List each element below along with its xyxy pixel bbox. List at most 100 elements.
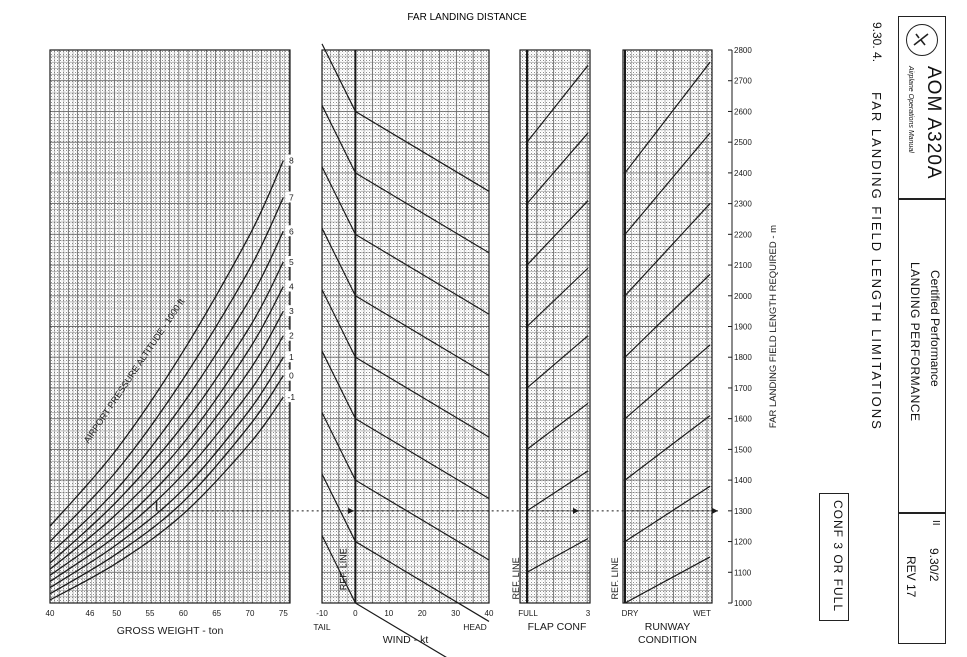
- altitude-curve-label: 7: [289, 192, 294, 202]
- panel-frame: [321, 49, 490, 604]
- wind-tail-label: TAIL: [313, 622, 331, 632]
- runway-guide-line: [624, 203, 711, 297]
- header-divider-2: [898, 512, 946, 514]
- panel-frame: [622, 49, 713, 604]
- wind-guide-line: [355, 233, 490, 315]
- x-tick-label: 10: [384, 609, 393, 618]
- y-tick-label: 2300: [734, 200, 752, 209]
- altitude-label-bg: [285, 369, 298, 381]
- wind-guide-line: [321, 289, 356, 358]
- altitude-curve: [49, 310, 284, 576]
- altitude-label-bg: [285, 329, 298, 341]
- wind-guide-line: [355, 172, 490, 254]
- runway-guide-line: [624, 273, 711, 358]
- x-axis-label: WIND - kt: [383, 634, 429, 646]
- y-tick-label: 1700: [734, 384, 752, 393]
- altitude-curve-label: 1: [289, 352, 294, 362]
- y-tick-label: 2400: [734, 169, 752, 178]
- flap-guide-line: [526, 64, 589, 143]
- figure-title: FAR LANDING DISTANCE: [407, 12, 527, 23]
- flap-category-label: 3: [586, 609, 591, 618]
- page-ref: 9.30/2: [927, 548, 941, 582]
- flap-guide-line: [526, 470, 589, 512]
- runway-category-label: WET: [693, 609, 711, 618]
- y-tick-label: 2000: [734, 292, 752, 301]
- panel-frame: [519, 49, 591, 604]
- altitude-curve: [49, 335, 284, 583]
- x-axis-label: CONDITION: [638, 634, 697, 646]
- altitude-curve-label: 3: [289, 306, 294, 316]
- x-tick-label: 20: [418, 609, 427, 618]
- wind-guide-line: [355, 479, 490, 561]
- x-tick-label: 65: [212, 609, 221, 618]
- x-tick-label: -10: [316, 609, 328, 618]
- section-title: Certified Performance: [928, 270, 942, 387]
- wind-guide-line: [355, 295, 490, 377]
- y-tick-label: 1200: [734, 538, 752, 547]
- altitude-curve: [49, 230, 284, 555]
- configuration-label: CONF 3 OR FULL: [831, 500, 845, 613]
- flap-guide-line: [526, 402, 589, 450]
- altitude-curve-label: 4: [289, 282, 294, 292]
- panel-frame: [49, 49, 291, 604]
- wind-guide-line: [321, 105, 356, 174]
- y-tick-label: 1500: [734, 445, 752, 454]
- altitude-curve: [49, 261, 284, 564]
- y-axis-label: FAR LANDING FIELD LENGTH REQUIRED - m: [768, 225, 779, 428]
- altitude-curve-label: -1: [288, 392, 296, 402]
- altitude-curve: [49, 160, 284, 527]
- altitude-curve: [49, 375, 284, 595]
- wind-guide-line: [321, 227, 356, 297]
- wind-guide-line: [355, 541, 490, 622]
- runway-guide-line: [624, 485, 711, 543]
- altitude-curve-label: 5: [289, 257, 294, 267]
- wind-guide-line: [355, 356, 490, 438]
- wind-guide-line: [321, 43, 356, 112]
- example-arrow: [348, 507, 355, 514]
- separator-mark: II: [930, 520, 941, 526]
- example-arrow: [573, 507, 579, 514]
- flap-guide-line: [526, 537, 589, 573]
- x-axis-label: RUNWAY: [645, 621, 691, 633]
- wind-guide-line: [355, 418, 490, 500]
- x-tick-label: 0: [353, 609, 358, 618]
- y-tick-label: 1800: [734, 353, 752, 362]
- altitude-label-bg: [285, 255, 298, 267]
- x-axis-label: GROSS WEIGHT - ton: [117, 625, 224, 637]
- wind-guide-line: [321, 350, 356, 419]
- runway-guide-line: [624, 556, 711, 604]
- x-tick-label: 50: [112, 609, 121, 618]
- flap-category-label: FULL: [518, 609, 538, 618]
- x-tick-label: 40: [485, 609, 494, 618]
- y-tick-label: 1300: [734, 507, 752, 516]
- manual-logo: [906, 24, 938, 56]
- y-tick-label: 1400: [734, 476, 752, 485]
- x-tick-label: 75: [279, 609, 288, 618]
- x-tick-label: 55: [146, 609, 155, 618]
- y-tick-label: 2700: [734, 77, 752, 86]
- altitude-label-bg: [285, 191, 298, 203]
- altitude-curve-label: 6: [289, 226, 294, 236]
- altitude-curve-label: 2: [289, 331, 294, 341]
- example-arrow: [712, 507, 718, 514]
- wind-guide-line: [321, 535, 356, 604]
- x-tick-label: 70: [246, 609, 255, 618]
- reference-line-label: REF. LINE: [610, 557, 620, 599]
- y-tick-label: 2600: [734, 107, 752, 116]
- chapter-title: FAR LANDING FIELD LENGTH LIMITATIONS: [869, 92, 884, 431]
- x-tick-label: 30: [451, 609, 460, 618]
- runway-category-label: DRY: [622, 609, 639, 618]
- section-subtitle: LANDING PERFORMANCE: [908, 262, 922, 422]
- y-tick-label: 1600: [734, 415, 752, 424]
- wind-guide-line: [321, 412, 356, 481]
- altitude-curve-label: 8: [289, 156, 294, 166]
- chapter-ref: 9.30. 4.: [870, 22, 884, 63]
- manual-header-panel: [898, 16, 946, 644]
- y-tick-label: 2800: [734, 46, 752, 55]
- altitude-label-bg: [285, 154, 298, 166]
- y-tick-label: 1000: [734, 599, 752, 608]
- wind-guide-line: [321, 166, 356, 235]
- runway-guide-line: [624, 344, 711, 420]
- header-divider: [898, 198, 946, 200]
- flap-guide-line: [526, 200, 589, 266]
